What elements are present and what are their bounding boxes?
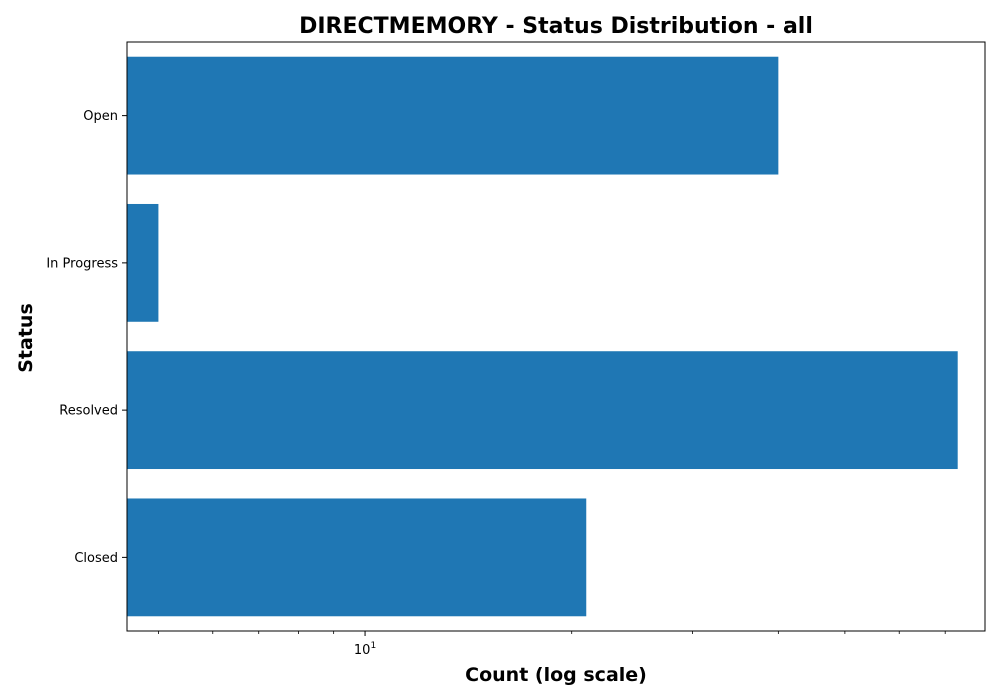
y-tick-label: Open <box>83 109 118 124</box>
axes-frame <box>126 41 986 632</box>
y-axis-label: Status <box>15 303 37 373</box>
bar-closed <box>127 498 587 617</box>
x-axis-label: Count (log scale) <box>465 664 647 686</box>
bar-resolved <box>127 351 958 470</box>
x-tick-label: 101 <box>354 641 376 658</box>
plot-area: Open In Progress Resolved Closed 101 <box>46 41 986 658</box>
chart-title: DIRECTMEMORY - Status Distribution - all <box>299 14 813 39</box>
bar-in-progress <box>127 203 159 322</box>
y-tick-label: Closed <box>74 551 118 566</box>
bar-open <box>127 56 779 175</box>
y-tick-label: Resolved <box>59 404 118 419</box>
y-tick-label: In Progress <box>46 256 118 271</box>
